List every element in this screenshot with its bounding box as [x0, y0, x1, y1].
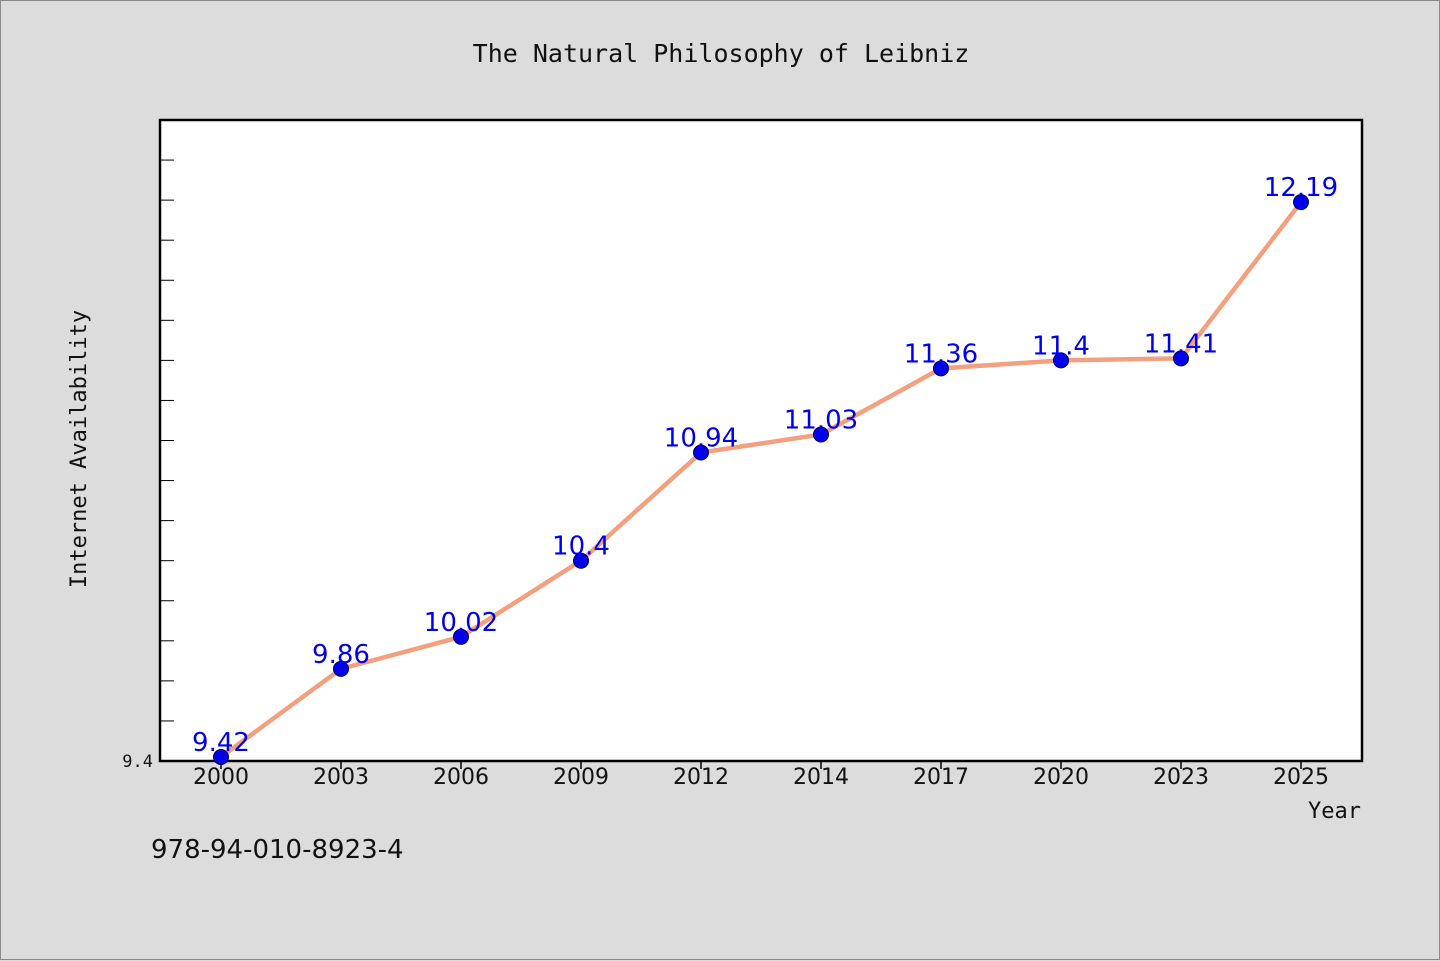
data-point [693, 444, 709, 461]
data-label: 10.94 [664, 424, 738, 454]
data-point [933, 360, 949, 377]
x-tick-label: 2006 [433, 765, 489, 790]
y-tick-label: 9.4 [122, 752, 153, 772]
isbn-footer-text: 978-94-010-8923-4 [151, 835, 404, 865]
data-label: 12.19 [1264, 173, 1338, 203]
plot-area [158, 118, 1364, 763]
x-tick-label: 2017 [913, 765, 969, 790]
chart-title: The Natural Philosophy of Leibniz [473, 39, 970, 68]
data-point [453, 628, 469, 645]
x-axis-ticks [220, 761, 1302, 769]
data-label: 9.42 [192, 728, 250, 758]
data-label: 11.4 [1032, 331, 1090, 361]
data-label: 11.03 [784, 405, 858, 435]
x-tick-label: 2003 [313, 765, 369, 790]
x-tick-label: 2014 [793, 765, 849, 790]
data-label: 10.4 [552, 532, 610, 562]
y-axis-label: Internet Availability [67, 310, 92, 588]
x-axis-label: Year [1308, 799, 1361, 824]
data-label: 10.02 [424, 608, 498, 638]
data-point [573, 552, 589, 569]
series-line [218, 199, 1304, 760]
data-point [813, 426, 829, 443]
x-axis-tick-labels: 2000 2003 2006 2009 2012 2014 2017 2020 2023 2025 [193, 765, 1329, 790]
data-label-layer: 9.42 9.86 10.02 10.4 10.94 11.03 11.36 11.4 11.4… [192, 173, 1338, 758]
y-axis-tick-labels: 9.4 [122, 752, 153, 772]
data-label: 11.41 [1144, 329, 1218, 359]
marker-layer [213, 194, 1309, 765]
series-layer [218, 199, 1304, 760]
x-tick-label: 2020 [1033, 765, 1089, 790]
data-point [1173, 350, 1189, 367]
x-tick-label: 2000 [193, 765, 249, 790]
data-point [1053, 352, 1069, 369]
data-label: 9.86 [312, 640, 370, 670]
x-tick-label: 2012 [673, 765, 729, 790]
data-point [333, 660, 349, 677]
y-axis-ticks [160, 159, 174, 722]
data-point [213, 748, 229, 765]
x-tick-label: 2025 [1273, 765, 1329, 790]
data-point [1293, 194, 1309, 211]
x-tick-label: 2009 [553, 765, 609, 790]
data-label: 11.36 [904, 339, 978, 369]
x-tick-label: 2023 [1153, 765, 1209, 790]
